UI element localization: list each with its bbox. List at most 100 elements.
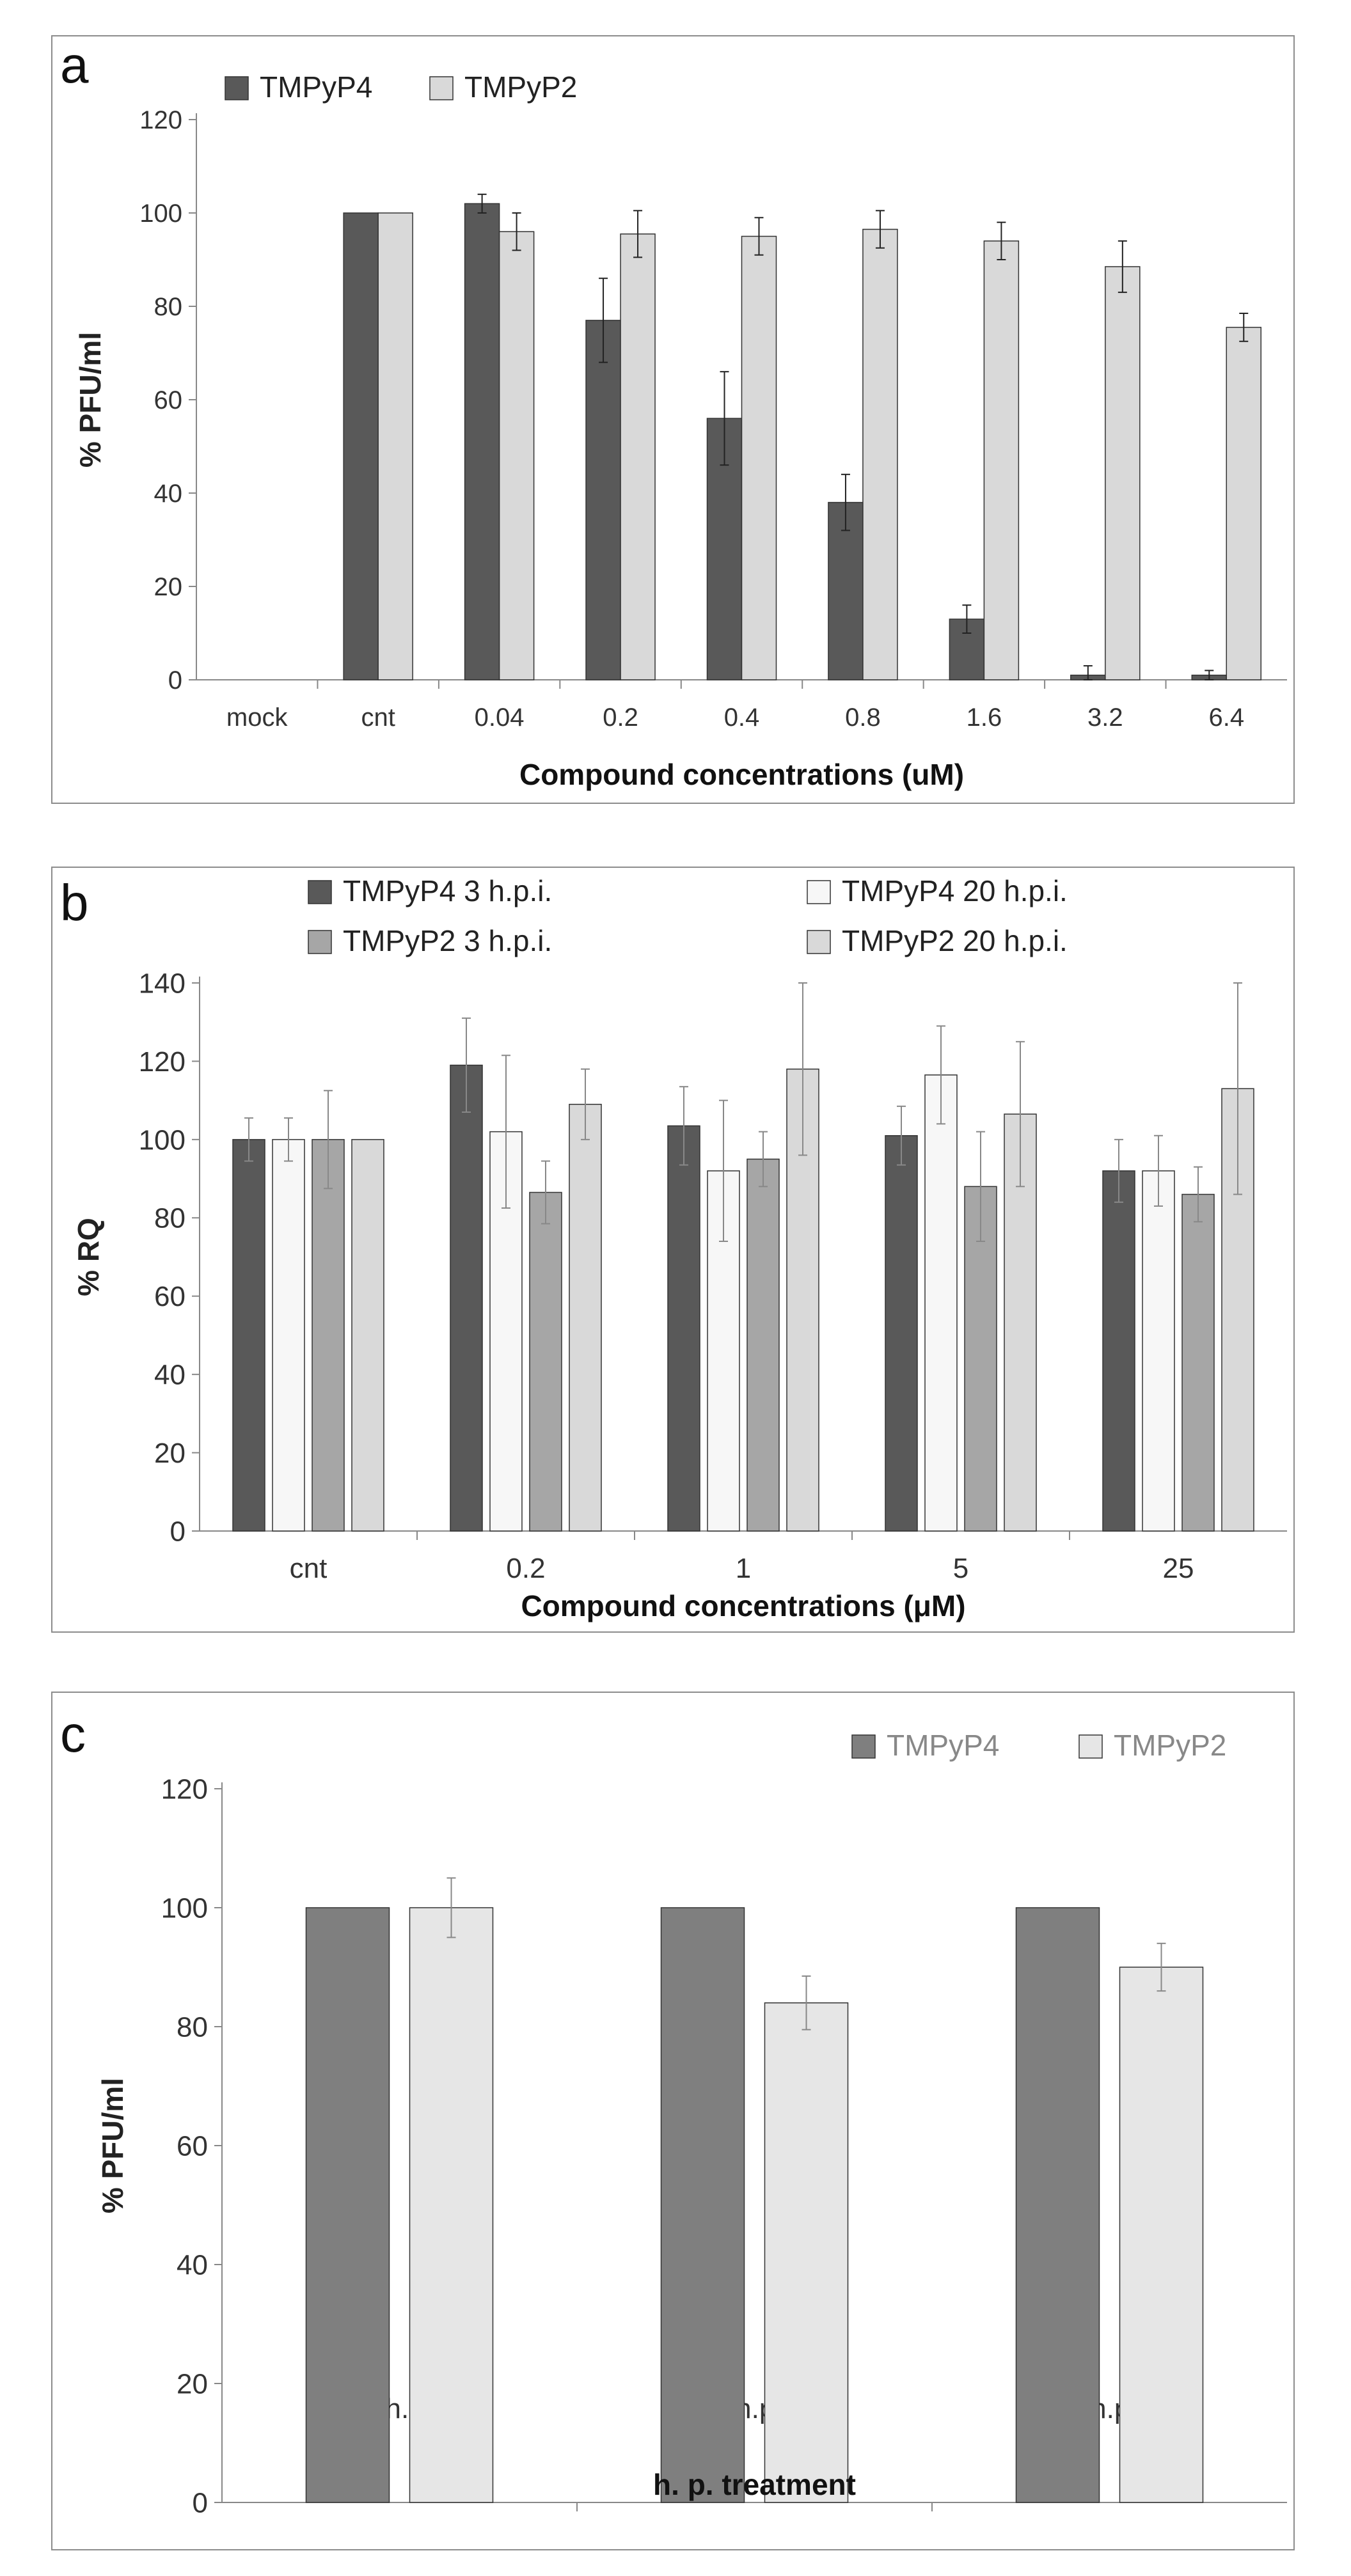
legend-swatch (308, 880, 332, 904)
y-tick-label: 60 (154, 1281, 186, 1312)
x-axis-label: Compound concentrations (uM) (519, 758, 964, 791)
y-tick-label: 100 (139, 1124, 186, 1156)
bar-tmpyp4-0-2 (585, 320, 621, 680)
bar-tmpyp4-3-h-p-i--1 (667, 1125, 700, 1532)
y-tick-label: 120 (139, 1046, 186, 1078)
bar-tmpyp2-3-h-p-i--cnt (312, 1139, 345, 1532)
y-axis-label: % PFU/ml (74, 332, 107, 467)
x-tick-label: 0.2 (603, 703, 638, 732)
y-tick-label: 0 (193, 2487, 208, 2518)
legend-swatch (225, 76, 249, 100)
panel-letter: b (60, 874, 89, 931)
bar-tmpyp2-0-2 (620, 233, 656, 680)
bar-tmpyp2-3-2 (1105, 266, 1141, 680)
y-tick-label: 60 (154, 386, 183, 414)
x-tick-label: 0.04 (475, 703, 525, 732)
y-tick-label: 80 (177, 2011, 208, 2043)
legend-swatch (1078, 1734, 1103, 1759)
y-tick-label: 40 (154, 1360, 186, 1391)
legend-label: TMPyP2 (464, 70, 577, 104)
bar-tmpyp4-0-8 (828, 501, 864, 680)
y-tick-label: 20 (154, 573, 183, 601)
bar-tmpyp2-20-h-p-i--0-2 (569, 1104, 602, 1532)
legend-label: TMPyP4 (887, 1729, 999, 1762)
y-tick-label: 60 (177, 2130, 208, 2162)
bar-tmpyp2-3-h-p-i--1 (747, 1158, 780, 1532)
bar-tmpyp2-0-4 (741, 235, 777, 680)
bar-tmpyp2-3-h-p-i--0-2 (529, 1191, 562, 1532)
y-tick-label: 120 (161, 1773, 208, 1805)
chart-b: b 0 20 40 60 80 100 120 140 % RQ cnt 0.2 1 5 25 Compoun… (60, 874, 1287, 1622)
bar-tmpyp4-3-h-p-i--5 (885, 1135, 918, 1532)
bar-tmpyp4-20-h-p-i--25 (1142, 1170, 1175, 1532)
bar-tmpyp2-0-8 (862, 228, 898, 680)
x-tick-label: 3.2 (1087, 703, 1123, 732)
x-tick-label: cnt (290, 1553, 328, 1584)
legend-swatch (308, 930, 332, 954)
bar-tmpyp2-cnt (377, 212, 413, 680)
x-tick-label: 5 (953, 1553, 968, 1584)
bar-tmpyp2-0-h-p-i- (764, 2002, 849, 2503)
y-tick-label: 40 (154, 480, 183, 508)
legend-swatch (807, 930, 831, 954)
legend-swatch (851, 1734, 876, 1759)
bar-tmpyp2-1-6 (983, 240, 1020, 680)
legend-label: TMPyP4 (260, 70, 372, 104)
x-axis-label: h. p. treatment (653, 2468, 856, 2501)
x-tick-label: 0.8 (845, 703, 881, 732)
y-tick-label: 0 (168, 666, 182, 695)
x-tick-label: 1.6 (967, 703, 1002, 732)
bar-tmpyp2-20-h-p-i--cnt (351, 1139, 384, 1532)
x-tick-label: 0.2 (506, 1553, 545, 1584)
bar-tmpyp4-20-h-p-i--5 (924, 1074, 958, 1532)
bar-tmpyp4-3-h-p-i--0-2 (450, 1064, 483, 1532)
bar-tmpyp2-0-04 (498, 231, 535, 680)
bar-tmpyp2-2-h-p-i- (1119, 1967, 1204, 2503)
bar-tmpyp4--1-h-p-i- (305, 1907, 390, 2503)
y-tick-label: 120 (139, 106, 182, 134)
y-tick-label: 80 (154, 1203, 186, 1234)
bar-tmpyp2-6-4 (1226, 327, 1262, 680)
bar-tmpyp2--1-h-p-i- (409, 1907, 494, 2503)
y-axis-label: % PFU/ml (96, 2078, 129, 2213)
y-tick-label: 80 (154, 293, 183, 321)
legend-label: TMPyP2 (1114, 1729, 1226, 1762)
legend-label: TMPyP4 3 h.p.i. (343, 874, 552, 907)
y-tick-label: 20 (177, 2368, 208, 2399)
bar-tmpyp4-3-h-p-i--cnt (232, 1139, 265, 1532)
bar-tmpyp2-3-h-p-i--25 (1181, 1193, 1215, 1532)
y-axis-label: % RQ (72, 1218, 105, 1296)
x-tick-label: 6.4 (1208, 703, 1244, 732)
legend-label: TMPyP4 20 h.p.i. (842, 874, 1068, 907)
bar-tmpyp4-0-h-p-i- (660, 1907, 745, 2503)
legend-label: TMPyP2 3 h.p.i. (343, 924, 552, 957)
panel-b: b 0 20 40 60 80 100 120 140 % RQ cnt 0.2 1 5 25 Compoun… (51, 867, 1295, 1633)
legend-swatch (807, 880, 831, 904)
x-tick-label: 25 (1163, 1553, 1194, 1584)
x-axis-label: Compound concentrations (μM) (521, 1589, 965, 1622)
legend-label: TMPyP2 20 h.p.i. (842, 924, 1068, 957)
bar-tmpyp4-20-h-p-i--cnt (272, 1139, 305, 1532)
bar-tmpyp2-3-h-p-i--5 (964, 1186, 997, 1532)
legend-swatch (429, 76, 454, 100)
chart-a: a 0 20 40 60 80 100 120 % PFU/ml mock cnt 0.04 0.2 0.… (60, 36, 1287, 791)
x-tick-label: 0.4 (724, 703, 760, 732)
bar-tmpyp4-2-h-p-i- (1015, 1907, 1100, 2503)
panel-letter: c (60, 1706, 86, 1763)
x-tick-label: mock (226, 703, 288, 732)
panel-c: c 0 20 40 60 80 100 120% PFU/ml -1 h.p.i. 0 h.p.i… (51, 1692, 1295, 2550)
bar-tmpyp4-cnt (343, 212, 379, 680)
bar-tmpyp4-3-h-p-i--25 (1102, 1170, 1135, 1532)
y-tick-label: 20 (154, 1438, 186, 1469)
y-tick-label: 0 (170, 1516, 186, 1547)
y-tick-label: 140 (139, 968, 186, 999)
bar-tmpyp2-20-h-p-i--25 (1221, 1088, 1254, 1532)
y-tick-label: 40 (177, 2249, 208, 2281)
panel-letter: a (60, 36, 89, 93)
bar-tmpyp4-0-04 (464, 203, 500, 680)
y-tick-label: 100 (161, 1892, 208, 1924)
y-tick-label: 100 (139, 200, 182, 228)
panel-a: a 0 20 40 60 80 100 120 % PFU/ml mock cnt 0.04 0.2 0.… (51, 35, 1295, 804)
x-tick-label: 1 (736, 1553, 751, 1584)
x-tick-label: cnt (361, 703, 395, 732)
